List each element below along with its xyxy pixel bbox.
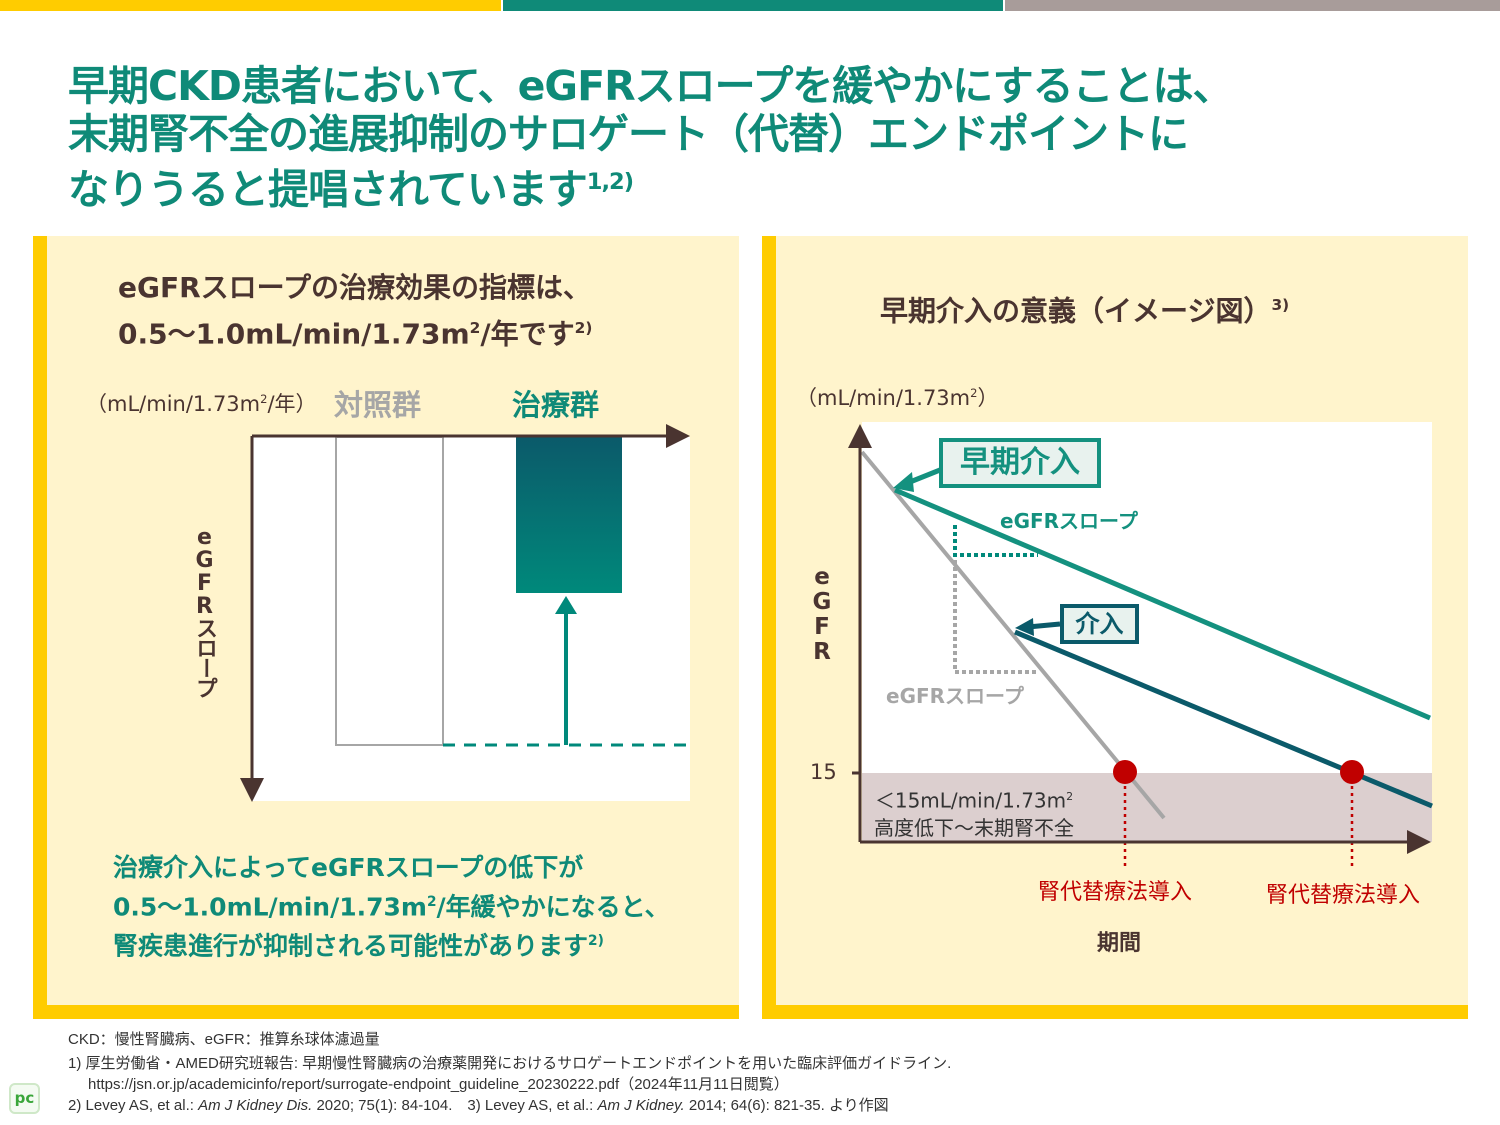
top-bar-teal: [503, 0, 1003, 11]
unit: （mL/min/1.73m: [796, 386, 971, 410]
footnote-ref2-3: 2) Levey AS, et al.: Am J Kidney Dis. 20…: [68, 1094, 889, 1115]
sup: 2: [260, 392, 268, 406]
esrd-zone: [862, 773, 1432, 842]
journal: Am J Kidney Dis.: [198, 1097, 313, 1114]
right-panel-title: 早期介入の意義（イメージ図）3): [880, 285, 1289, 331]
top-bar-gray: [1005, 0, 1500, 11]
left-title-line: /年です: [480, 317, 575, 351]
krt-label-2: 腎代替療法導入: [1266, 883, 1421, 908]
footnote-abbr: CKD：慢性腎臓病、eGFR：推算糸球体濾過量: [68, 1031, 380, 1048]
title-ref: 1,2): [586, 169, 634, 195]
x-axis-label: 期間: [1097, 931, 1142, 956]
esrd-zone-label: ＜15mL/min/1.73m2 高度低下〜末期腎不全: [874, 783, 1074, 842]
krt-point-2: [1340, 760, 1364, 784]
note-line: 0.5〜1.0mL/min/1.73m: [113, 892, 427, 922]
ref-text: 2) Levey AS, et al.:: [68, 1097, 199, 1114]
zone-text: ＜15mL/min/1.73m: [874, 788, 1067, 813]
title-line: 末期腎不全の進展抑制のサロゲート（代替）エンドポイントに: [68, 110, 1189, 158]
intervention-label: 介入: [1060, 604, 1139, 644]
gray-slope-label: eGFRスロープ: [886, 684, 1024, 708]
gray-slope-guide: [953, 560, 1036, 674]
right-y-axis-label: eGFR: [812, 564, 832, 665]
no-intervention-line: [860, 450, 1166, 820]
sup: 2: [469, 319, 481, 337]
page-title: 早期CKD患者において、eGFRスロープを緩やかにすることは、 末期腎不全の進展…: [68, 62, 1234, 214]
left-y-axis-label: eGFRスロープ: [192, 525, 217, 697]
title-line: なりうると提唱されています: [68, 165, 588, 214]
note-line: 腎疾患進行が抑制される可能性があります: [113, 931, 589, 961]
teal-slope-label: eGFRスロープ: [1000, 509, 1138, 533]
ref: 2): [588, 933, 604, 950]
zone-text: 高度低下〜末期腎不全: [874, 815, 1074, 840]
ref: 2): [574, 319, 593, 337]
ref-text: 2020; 75(1): 84-104. 3) Levey AS, et al.…: [312, 1097, 598, 1114]
footnote-ref1: 1) 厚生労働省・AMED研究班報告: 早期慢性腎臓病の治療薬開発におけるサロゲ…: [68, 1055, 952, 1072]
ref: 3): [1271, 296, 1290, 314]
right-unit-label: （mL/min/1.73m2）: [796, 382, 998, 412]
footnote-ref1-url: https://jsn.or.jp/academicinfo/report/su…: [88, 1076, 789, 1093]
journal: Am J Kidney.: [597, 1097, 685, 1114]
arrow-head: [555, 596, 577, 614]
note-line: /年緩やかになると、: [436, 892, 670, 922]
left-panel-title: eGFRスロープの治療効果の指標は、 0.5〜1.0mL/min/1.73m2/…: [118, 268, 592, 354]
unit: ）: [977, 386, 999, 410]
title: 早期介入の意義（イメージ図）: [880, 294, 1272, 328]
sup: 2: [426, 894, 437, 910]
treatment-bar: [516, 437, 622, 593]
sup: 2: [1066, 790, 1074, 803]
control-group-label: 対照群: [334, 388, 422, 422]
krt-point-1: [1113, 760, 1137, 784]
left-title-line: eGFRスロープの治療効果の指標は、: [118, 271, 591, 304]
early-intervention-line: [894, 487, 1431, 721]
treatment-group-label: 治療群: [512, 388, 600, 422]
left-note: 治療介入によってeGFRスロープの低下が 0.5〜1.0mL/min/1.73m…: [113, 850, 670, 964]
krt-label-1: 腎代替療法導入: [1038, 880, 1193, 905]
unit: （mL/min/1.73m: [86, 392, 261, 416]
y-tick-15: 15: [810, 760, 837, 784]
sup: 2: [970, 386, 978, 400]
teal-slope-guide: [953, 525, 1038, 557]
note-line: 治療介入によってeGFRスロープの低下が: [113, 853, 584, 882]
left-title-line: 0.5〜1.0mL/min/1.73m: [118, 317, 470, 351]
logo: pc: [9, 1083, 40, 1114]
title-line: 早期CKD患者において、eGFRスロープを緩やかにすることは、: [68, 62, 1234, 110]
early-intervention-label: 早期介入: [939, 438, 1101, 488]
top-bar-yellow: [0, 0, 501, 11]
early-arrow-head: [893, 472, 914, 492]
unit: /年）: [267, 392, 317, 416]
intervention-arrow-head: [1015, 618, 1034, 636]
ref-text: 2014; 64(6): 821-35. より作図: [684, 1097, 889, 1114]
left-unit-label: （mL/min/1.73m2/年）: [86, 388, 317, 418]
